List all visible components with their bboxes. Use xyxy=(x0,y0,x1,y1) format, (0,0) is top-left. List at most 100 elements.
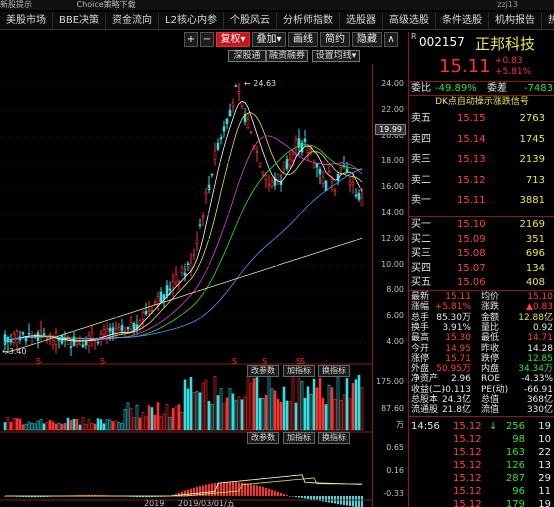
macd-add-indicator-button[interactable]: 加指标 xyxy=(283,432,315,444)
zoom-out-button[interactable]: − xyxy=(200,32,214,47)
vol-switch-indicator-button[interactable]: 换指标 xyxy=(318,365,350,377)
ask-row[interactable]: 卖一 15.11 3881 xyxy=(409,194,554,207)
fuquan-button[interactable]: 复权▾ xyxy=(216,32,250,47)
volume-bar xyxy=(3,422,7,431)
candle-body xyxy=(297,138,301,148)
macd-bar xyxy=(34,496,36,498)
dk-signal-link[interactable]: DK点自动操示涨跌信号 xyxy=(435,97,529,107)
tick-row[interactable]: 15.12 179 19 xyxy=(409,498,554,507)
volume-bar xyxy=(198,392,202,431)
macd-bar xyxy=(103,495,105,496)
choice-download-link[interactable]: Choice策略下载 xyxy=(76,0,136,9)
hide-button[interactable]: 隐藏 xyxy=(352,32,382,47)
macd-bar xyxy=(289,496,291,497)
macd-bar xyxy=(277,491,279,496)
volume-bar xyxy=(297,378,301,431)
macd-switch-indicator-button[interactable]: 换指标 xyxy=(318,432,350,444)
volume-chart xyxy=(3,374,364,431)
candle-body xyxy=(282,162,286,170)
bid-row[interactable]: 买一 15.10 2169 xyxy=(409,218,554,231)
stat-label: 金额 xyxy=(481,312,500,323)
bid-row[interactable]: 买三 15.08 696 xyxy=(409,247,554,260)
menu-item-9[interactable]: 机构报告 xyxy=(489,12,542,29)
tick-row[interactable]: 15.12 163 22 xyxy=(409,446,554,459)
menu-item-0[interactable]: 美股市场 xyxy=(0,12,53,29)
volume-bar xyxy=(300,381,304,431)
volume-bar xyxy=(357,374,361,431)
macd-bar xyxy=(259,486,261,496)
price-tick-label: 12.00 xyxy=(381,233,404,243)
ask-row[interactable]: 卖四 15.14 1745 xyxy=(409,133,554,146)
tick-row[interactable]: 15.12 287 29 xyxy=(409,472,554,485)
ma-line-120 xyxy=(4,237,363,354)
menu-item-8[interactable]: 条件选股 xyxy=(436,12,489,29)
ask-volume: 2763 xyxy=(519,113,545,124)
draw-line-button[interactable]: 画线 xyxy=(288,32,318,47)
macd-bar xyxy=(22,496,24,498)
stock-charts[interactable]: 2019 2019/03/01/五 ← 24.63←3.40S S S S SS xyxy=(0,64,372,507)
price-tick-label: 4.00 xyxy=(386,337,404,346)
tick-count: 22 xyxy=(538,447,551,458)
tick-row[interactable]: 15.12 96 11 xyxy=(409,485,554,498)
ask-row[interactable]: 卖五 15.15 2763 xyxy=(409,112,554,125)
weibi-label: 委比 xyxy=(411,83,431,94)
macd-bar xyxy=(235,482,237,496)
macd-bar xyxy=(214,483,216,496)
simple-mode-button[interactable]: 简约 xyxy=(320,32,350,47)
macd-change-params-button[interactable]: 改参数 xyxy=(247,432,279,444)
menu-item-6[interactable]: 选股器 xyxy=(340,12,383,29)
divider xyxy=(409,416,554,417)
menu-item-7[interactable]: 高级选股 xyxy=(383,12,436,29)
ask-row[interactable]: 卖二 15.12 713 xyxy=(409,174,554,187)
menu-bar: 美股市场 BBE决策 资金流向 L2核心内参 个股风云 分析师指数 选股器 高级选股 条件选股机… xyxy=(0,12,554,30)
vol-change-params-button[interactable]: 改参数 xyxy=(247,365,279,377)
ask-row[interactable]: 卖三 15.13 2139 xyxy=(409,153,554,166)
menu-item-2[interactable]: 资金流向 xyxy=(106,12,160,29)
tick-row[interactable]: 15.12 126 13 xyxy=(409,459,554,472)
tab-set-ma[interactable]: 设置均线▾ xyxy=(312,50,360,62)
zoom-in-button[interactable]: + xyxy=(184,32,198,47)
bid-row[interactable]: 买二 15.09 351 xyxy=(409,233,554,246)
volume-bar xyxy=(135,404,139,431)
tick-count: 19 xyxy=(538,421,551,432)
macd-bar xyxy=(292,496,294,497)
ask-label: 卖二 xyxy=(411,174,431,186)
volume-bar xyxy=(210,403,214,431)
volume-bar xyxy=(60,423,64,431)
x-label-date: 2019/03/01/五 xyxy=(178,499,235,507)
volume-bar xyxy=(246,375,250,431)
menu-item-5[interactable]: 分析师指数 xyxy=(277,12,340,29)
candle-body xyxy=(288,159,292,166)
stat-label: 涨停 xyxy=(411,353,430,364)
tick-count: 19 xyxy=(538,499,551,507)
macd-bar xyxy=(148,496,150,498)
vol-add-indicator-button[interactable]: 加指标 xyxy=(283,365,315,377)
menu-item-1[interactable]: BBE决策 xyxy=(53,12,107,29)
macd-bar xyxy=(97,494,99,496)
tick-row[interactable]: 14:56 15.12 ↓ 256 19 xyxy=(409,420,554,433)
tick-volume: 126 xyxy=(505,460,525,471)
macd-dea-line xyxy=(5,477,362,497)
stat-value: 34.34万 xyxy=(518,364,553,375)
candle-body xyxy=(114,326,118,329)
tick-row[interactable]: 15.12 98 10 xyxy=(409,433,554,446)
bid-row[interactable]: 买五 15.06 408 xyxy=(409,276,554,289)
tab-margin-trading[interactable]: 融资融券 xyxy=(266,50,308,62)
tab-shengutong[interactable]: 深股通 xyxy=(228,50,266,62)
price-tick-label: 8.00 xyxy=(386,285,404,295)
volume-bar xyxy=(345,378,349,431)
volume-bar xyxy=(159,416,163,431)
new-stock-notice[interactable]: 新股提示 xyxy=(0,0,32,9)
macd-bar xyxy=(310,496,312,500)
collapse-button[interactable]: ∧ xyxy=(384,32,398,47)
bid-row[interactable]: 买四 15.07 134 xyxy=(409,262,554,275)
stat-value: 50.95万 xyxy=(436,364,471,375)
stat-value: 2.96 xyxy=(450,374,471,385)
signal-marker: S xyxy=(36,357,41,366)
menu-item-3[interactable]: L2核心内参 xyxy=(159,12,224,29)
menu-item-10[interactable]: 热点自 xyxy=(542,12,554,29)
menu-item-4[interactable]: 个股风云 xyxy=(224,12,277,29)
volume-bar xyxy=(321,397,325,431)
stat-label: 流值 xyxy=(481,405,500,416)
overlay-button[interactable]: 叠加▾ xyxy=(252,32,286,47)
